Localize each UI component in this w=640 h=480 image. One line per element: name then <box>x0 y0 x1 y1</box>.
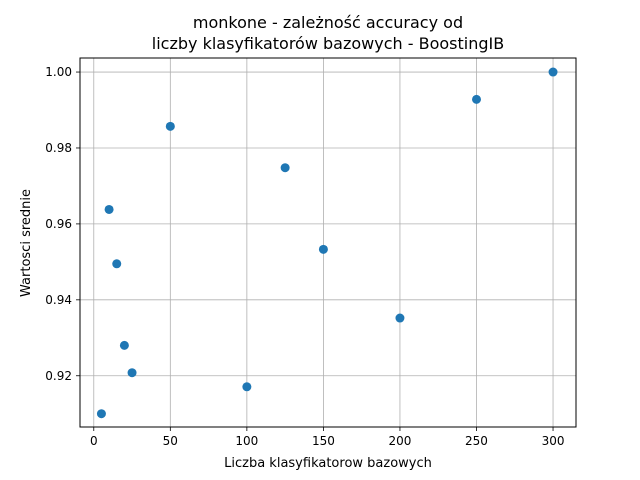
x-tick-label: 50 <box>163 434 178 448</box>
x-tick-label: 100 <box>235 434 258 448</box>
data-point <box>96 409 106 419</box>
chart-title-line-2: liczby klasyfikatorów bazowych - Boostin… <box>152 34 504 53</box>
chart-title-line-1: monkone - zależność accuracy od <box>193 13 463 32</box>
data-point <box>471 94 481 104</box>
y-tick-label: 0.92 <box>45 369 72 383</box>
x-tick-label: 0 <box>90 434 98 448</box>
x-tick-label: 300 <box>542 434 565 448</box>
x-axis-ticks: 0 50 100 150 200 250 300 <box>90 427 565 448</box>
y-axis-label: Wartosci srednie <box>19 189 34 297</box>
data-point <box>548 67 558 77</box>
data-points <box>96 67 558 419</box>
data-point <box>127 368 137 378</box>
data-point <box>242 382 252 392</box>
data-point <box>165 121 175 131</box>
x-tick-label: 250 <box>465 434 488 448</box>
data-point <box>280 163 290 173</box>
x-tick-label: 200 <box>388 434 411 448</box>
y-tick-label: 1.00 <box>45 65 72 79</box>
data-point <box>119 340 129 350</box>
data-point <box>395 313 405 323</box>
grid-lines <box>80 58 576 427</box>
x-tick-label: 150 <box>312 434 335 448</box>
y-tick-label: 0.96 <box>45 217 72 231</box>
plot-area-frame <box>79 57 577 428</box>
y-tick-label: 0.94 <box>45 293 72 307</box>
y-axis-ticks: 0.92 0.94 0.96 0.98 1.00 <box>45 65 80 383</box>
data-point <box>112 259 122 269</box>
data-point <box>104 204 114 214</box>
y-tick-label: 0.98 <box>45 141 72 155</box>
x-axis-label: Liczba klasyfikatorow bazowych <box>224 456 432 471</box>
data-point <box>318 244 328 254</box>
